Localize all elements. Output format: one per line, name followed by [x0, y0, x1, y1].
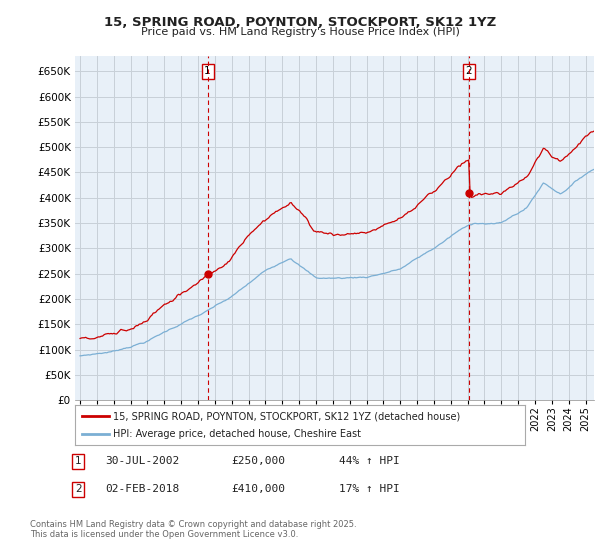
Text: Price paid vs. HM Land Registry's House Price Index (HPI): Price paid vs. HM Land Registry's House …: [140, 27, 460, 37]
Text: 44% ↑ HPI: 44% ↑ HPI: [339, 456, 400, 466]
Text: Contains HM Land Registry data © Crown copyright and database right 2025.
This d: Contains HM Land Registry data © Crown c…: [30, 520, 356, 539]
Text: HPI: Average price, detached house, Cheshire East: HPI: Average price, detached house, Ches…: [113, 429, 361, 439]
Text: 30-JUL-2002: 30-JUL-2002: [105, 456, 179, 466]
Text: £250,000: £250,000: [231, 456, 285, 466]
Text: 1: 1: [205, 66, 211, 76]
Text: £410,000: £410,000: [231, 484, 285, 494]
Text: 1: 1: [75, 456, 82, 466]
Text: 15, SPRING ROAD, POYNTON, STOCKPORT, SK12 1YZ (detached house): 15, SPRING ROAD, POYNTON, STOCKPORT, SK1…: [113, 411, 461, 421]
Text: 17% ↑ HPI: 17% ↑ HPI: [339, 484, 400, 494]
Text: 02-FEB-2018: 02-FEB-2018: [105, 484, 179, 494]
Text: 2: 2: [466, 66, 472, 76]
Text: 2: 2: [75, 484, 82, 494]
Text: 15, SPRING ROAD, POYNTON, STOCKPORT, SK12 1YZ: 15, SPRING ROAD, POYNTON, STOCKPORT, SK1…: [104, 16, 496, 29]
